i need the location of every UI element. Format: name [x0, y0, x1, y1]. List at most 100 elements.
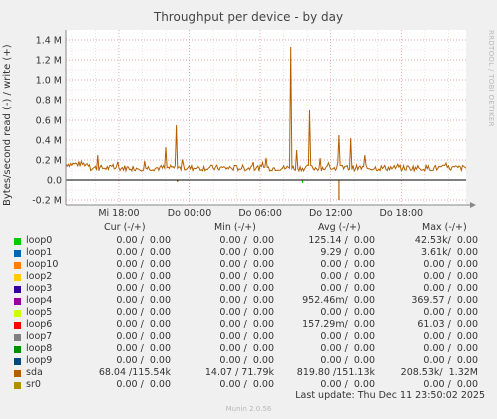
series-line-sda — [65, 46, 467, 173]
y-tick-label: 1.4 M — [36, 36, 62, 47]
legend-avg-value: 0.00 / 0.00 — [320, 283, 375, 294]
legend-min-value: 0.00 / 0.00 — [219, 379, 274, 390]
legend-swatch — [14, 310, 21, 317]
legend-max-value: 0.00 / 0.00 — [423, 355, 478, 366]
y-tick-label: -0.2 M — [32, 196, 62, 207]
legend-row-loop2: loop2 0.00 / 0.00 0.00 / 0.00 0.00 / 0.00 0.… — [0, 271, 497, 283]
legend-cur-value: 0.00 / 0.00 — [116, 319, 171, 330]
legend-avg-value: 0.00 / 0.00 — [320, 355, 375, 366]
legend-min-value: 0.00 / 0.00 — [219, 295, 274, 306]
legend-max-value: 0.00 / 0.00 — [423, 307, 478, 318]
legend-header-max: Max (-/+) — [422, 222, 467, 233]
y-axis-ticks: -0.2 M 0.0 0.2 M 0.4 M 0.6 M 0.8 M 1.0 M 1.2 M 1… — [32, 36, 62, 207]
legend-max-value: 0.00 / 0.00 — [423, 343, 478, 354]
legend-row-loop8: loop8 0.00 / 0.00 0.00 / 0.00 0.00 / 0.00 0.… — [0, 343, 497, 355]
throughput-chart: -0.2 M 0.0 0.2 M 0.4 M 0.6 M 0.8 M 1.0 M 1.2 M 1… — [32, 30, 476, 219]
legend-swatch — [14, 262, 21, 269]
x-tick-label: Mi 18:00 — [98, 208, 139, 219]
legend-cur-value: 0.00 / 0.00 — [116, 271, 171, 282]
legend-row-loop0: loop0 0.00 / 0.00 0.00 / 0.00 125.14 / 0.00… — [0, 235, 497, 247]
legend-min-value: 14.07 / 71.79k — [204, 367, 274, 378]
y-tick-label: 0.8 M — [36, 96, 62, 107]
legend-max-value: 0.00 / 0.00 — [423, 379, 478, 390]
legend-swatch — [14, 322, 21, 329]
legend-avg-value: 125.14 / 0.00 — [308, 235, 375, 246]
legend-swatch — [14, 370, 21, 377]
legend-cur-value: 0.00 / 0.00 — [116, 235, 171, 246]
legend-series-name: loop10 — [26, 259, 59, 270]
legend-max-value: 0.00 / 0.00 — [423, 271, 478, 282]
legend-header-cur: Cur (-/+) — [104, 222, 146, 233]
legend-series-name: loop4 — [26, 295, 53, 306]
legend-min-value: 0.00 / 0.00 — [219, 259, 274, 270]
legend-cur-value: 0.00 / 0.00 — [116, 283, 171, 294]
legend-series-name: loop3 — [26, 283, 53, 294]
legend-cur-value: 0.00 / 0.00 — [116, 259, 171, 270]
legend-max-value: 369.57 / 0.00 — [411, 295, 478, 306]
legend-series-name: loop7 — [26, 331, 53, 342]
legend-max-value: 0.00 / 0.00 — [423, 331, 478, 342]
legend-avg-value: 0.00 / 0.00 — [320, 259, 375, 270]
legend-series-name: loop0 — [26, 235, 53, 246]
legend-swatch — [14, 346, 21, 353]
legend-min-value: 0.00 / 0.00 — [219, 343, 274, 354]
legend-avg-value: 0.00 / 0.00 — [320, 307, 375, 318]
legend-avg-value: 819.80 /151.13k — [296, 367, 375, 378]
legend-series-name: loop5 — [26, 307, 53, 318]
legend-row-loop5: loop5 0.00 / 0.00 0.00 / 0.00 0.00 / 0.00 0.… — [0, 307, 497, 319]
legend-cur-value: 0.00 / 0.00 — [116, 295, 171, 306]
y-tick-label: 0.2 M — [36, 156, 62, 167]
legend-cur-value: 0.00 / 0.00 — [116, 355, 171, 366]
legend-cur-value: 0.00 / 0.00 — [116, 307, 171, 318]
legend-swatch — [14, 382, 21, 389]
legend-row-loop9: loop9 0.00 / 0.00 0.00 / 0.00 0.00 / 0.00 0.… — [0, 355, 497, 367]
y-tick-label: 0.4 M — [36, 136, 62, 147]
y-tick-label: 0.6 M — [36, 116, 62, 127]
legend-cur-value: 0.00 / 0.00 — [116, 247, 171, 258]
chart-title: Throughput per device - by day — [153, 10, 344, 24]
legend-swatch — [14, 334, 21, 341]
plot-area — [66, 30, 466, 205]
legend-row-loop4: loop4 0.00 / 0.00 0.00 / 0.00 952.46m/ 0.00… — [0, 295, 497, 307]
legend-cur-value: 68.04 /115.54k — [98, 367, 171, 378]
y-tick-label: 1.2 M — [36, 56, 62, 67]
legend-avg-value: 0.00 / 0.00 — [320, 271, 375, 282]
legend-max-value: 61.03 / 0.00 — [417, 319, 478, 330]
x-tick-label: Do 18:00 — [380, 208, 424, 219]
x-axis-arrow — [470, 202, 476, 208]
legend-min-value: 0.00 / 0.00 — [219, 355, 274, 366]
legend-cur-value: 0.00 / 0.00 — [116, 343, 171, 354]
legend-min-value: 0.00 / 0.00 — [219, 319, 274, 330]
legend-series-name: sda — [26, 367, 43, 378]
grid — [66, 30, 466, 205]
legend-row-loop6: loop6 0.00 / 0.00 0.00 / 0.00 157.29m/ 0.00… — [0, 319, 497, 331]
x-axis-ticks: Mi 18:00 Do 00:00 Do 06:00 Do 12:00 Do 18:00 — [98, 208, 423, 219]
x-tick-label: Do 12:00 — [309, 208, 353, 219]
legend-swatch — [14, 358, 21, 365]
legend-max-value: 0.00 / 0.00 — [423, 283, 478, 294]
y-tick-label: 1.0 M — [36, 76, 62, 87]
y-tick-label: 0.0 — [47, 176, 62, 187]
legend-max-value: 208.53k/ 1.32M — [400, 367, 478, 378]
legend-series-name: loop1 — [26, 247, 53, 258]
legend-cur-value: 0.00 / 0.00 — [116, 331, 171, 342]
munin-version: Munin 2.0.56 — [225, 405, 272, 413]
legend-row-sda: sda 68.04 /115.54k 14.07 / 71.79k 819.80 /1… — [0, 367, 497, 379]
last-update: Last update: Thu Dec 11 23:50:02 2025 — [295, 390, 485, 401]
legend-swatch — [14, 274, 21, 281]
legend-header-min: Min (-/+) — [214, 222, 256, 233]
legend-avg-value: 0.00 / 0.00 — [320, 343, 375, 354]
legend-min-value: 0.00 / 0.00 — [219, 331, 274, 342]
legend-avg-value: 0.00 / 0.00 — [320, 331, 375, 342]
legend-swatch — [14, 250, 21, 257]
legend-row-loop3: loop3 0.00 / 0.00 0.00 / 0.00 0.00 / 0.00 0.… — [0, 283, 497, 295]
legend-min-value: 0.00 / 0.00 — [219, 235, 274, 246]
legend-swatch — [14, 238, 21, 245]
legend-swatch — [14, 286, 21, 293]
legend-row-loop1: loop1 0.00 / 0.00 0.00 / 0.00 9.29 / 0.00 3.… — [0, 247, 497, 259]
legend-min-value: 0.00 / 0.00 — [219, 271, 274, 282]
legend-min-value: 0.00 / 0.00 — [219, 283, 274, 294]
legend-cur-value: 0.00 / 0.00 — [116, 379, 171, 390]
x-tick-label: Do 00:00 — [168, 208, 212, 219]
legend-max-value: 42.53k/ 0.00 — [414, 235, 478, 246]
